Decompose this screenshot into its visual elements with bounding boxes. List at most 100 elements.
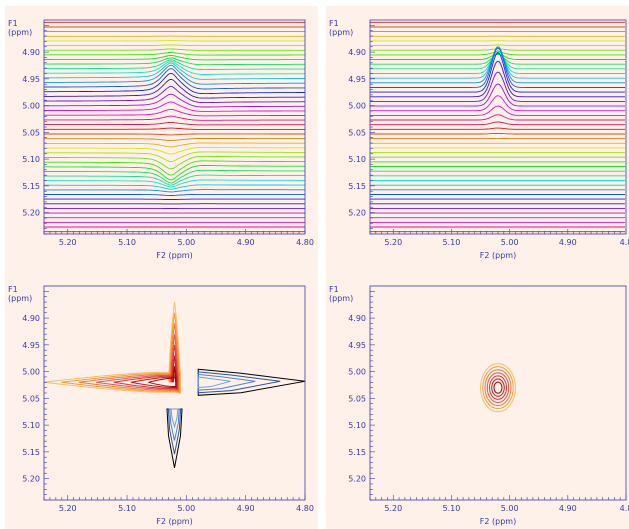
spectrum-trace: [370, 121, 625, 126]
y-axis-label: F1: [329, 19, 339, 28]
x-tick-label: 5.10: [443, 504, 461, 513]
spectrum-trace: [370, 95, 625, 112]
contour-level: [168, 301, 181, 383]
spectrum-trace: [44, 62, 305, 80]
spectrum-trace: [44, 146, 305, 155]
spectrum-trace: [44, 115, 305, 121]
y-tick-label: 5.20: [22, 209, 40, 218]
panel-contour-absorptive: 4.90 4.95 5.00 5.05 5.10 5.15 5.20 5.20 5.10 5.00…: [326, 272, 629, 529]
y-axis-label: (ppm): [329, 28, 353, 37]
spectrum-trace: [370, 51, 625, 56]
chart-stacked-dispersive: 4.90 4.95 5.00 5.05 5.10 5.15 5.20 5.20 5.10 5.00…: [8, 19, 314, 260]
spectrum-trace: [44, 165, 305, 181]
contour-level: [493, 381, 503, 394]
y-axis-label: (ppm): [8, 28, 32, 37]
spectrum-trace: [44, 151, 305, 163]
contour-level: [169, 323, 180, 383]
y-tick-label: 5.15: [348, 448, 366, 457]
spectrum-trace: [44, 121, 305, 126]
spectrum-trace: [44, 64, 305, 85]
spectrum-trace: [44, 86, 305, 104]
contour-level: [172, 355, 177, 383]
contour-level: [488, 375, 508, 400]
contour-level: [197, 376, 231, 389]
y-tick-label: 5.00: [348, 368, 366, 377]
y-axis-label: (ppm): [8, 294, 32, 303]
x-tick-label: 5.00: [501, 504, 519, 513]
y-axis-label: F1: [8, 19, 18, 28]
spectrum-trace: [44, 127, 305, 130]
spectrum-trace: [370, 105, 625, 116]
spectrum-trace: [44, 59, 305, 71]
spectrum-trace: [44, 138, 305, 142]
spectrum-trace: [370, 44, 625, 47]
x-tick-label: 5.20: [384, 238, 402, 247]
x-tick-label: 4.8: [620, 238, 629, 247]
spectrum-trace: [370, 48, 625, 51]
spectrum-trace: [44, 142, 305, 148]
x-tick-label: 5.10: [443, 238, 461, 247]
y-axis-label: F1: [8, 285, 18, 294]
y-tick-label: 4.95: [22, 75, 40, 84]
spectrum-trace: [44, 93, 305, 108]
spectrum-trace: [44, 44, 305, 47]
y-tick-label: 4.90: [22, 314, 40, 323]
contour-level: [168, 312, 181, 383]
y-tick-label: 5.10: [348, 421, 366, 430]
y-tick-label: 4.90: [22, 48, 40, 57]
y-tick-label: 4.95: [348, 75, 366, 84]
x-axis-label: F2 (ppm): [156, 251, 192, 260]
y-tick-label: 4.95: [22, 341, 40, 350]
spectrum-trace: [44, 55, 305, 61]
x-tick-label: 5.20: [384, 504, 402, 513]
spectrum-trace: [44, 68, 305, 90]
x-tick-label: 4.90: [237, 504, 255, 513]
spectrum-trace: [44, 48, 305, 51]
y-tick-label: 5.10: [22, 155, 40, 164]
spectrum-trace: [44, 72, 305, 95]
y-tick-label: 5.10: [348, 155, 366, 164]
spectrum-trace: [370, 71, 625, 102]
spectrum-trace: [44, 101, 305, 112]
spectrum-trace: [370, 127, 625, 130]
x-tick-label: 5.00: [177, 504, 195, 513]
x-tick-label: 4.90: [237, 238, 255, 247]
x-tick-label: 4.80: [296, 238, 314, 247]
y-tick-label: 5.20: [348, 209, 366, 218]
y-tick-label: 5.20: [22, 475, 40, 484]
x-tick-label: 4.90: [559, 504, 577, 513]
panel-contour-dispersive: 4.90 4.95 5.00 5.05 5.10 5.15 5.20 5.20 5.10 5.00…: [5, 272, 318, 529]
contour-level: [172, 366, 177, 383]
contour-level: [171, 344, 178, 383]
spectrum-trace: [44, 160, 305, 176]
spectrum-trace: [44, 174, 305, 186]
spectrum-trace: [370, 132, 625, 135]
y-tick-label: 4.90: [348, 314, 366, 323]
contour-level: [170, 334, 179, 383]
y-tick-label: 5.05: [348, 128, 366, 137]
x-tick-label: 4.80: [296, 504, 314, 513]
spectrum-trace: [44, 169, 305, 184]
x-tick-label: 5.10: [118, 504, 136, 513]
y-tick-label: 5.00: [22, 368, 40, 377]
y-tick-label: 5.00: [348, 102, 366, 111]
spectrum-trace: [370, 114, 625, 121]
x-axis-label: F2 (ppm): [480, 251, 516, 260]
x-tick-label: 5.00: [177, 238, 195, 247]
y-tick-label: 4.90: [348, 48, 366, 57]
spectrum-trace: [44, 133, 305, 136]
y-tick-label: 5.05: [22, 394, 40, 403]
spectrum-trace: [370, 46, 625, 84]
spectrum-trace: [370, 60, 625, 98]
spectrum-trace: [44, 57, 305, 66]
y-tick-label: 5.05: [22, 128, 40, 137]
plot-frame: [43, 19, 306, 235]
y-tick-label: 5.20: [348, 475, 366, 484]
chart-contour-dispersive: 4.90 4.95 5.00 5.05 5.10 5.15 5.20 5.20 5.10 5.00…: [8, 285, 314, 526]
y-tick-label: 5.15: [22, 448, 40, 457]
panel-stacked-dispersive: 4.90 4.95 5.00 5.05 5.10 5.15 5.20 5.20 5.10 5.00…: [5, 6, 318, 272]
spectrum-trace: [44, 78, 305, 99]
spectrum-trace: [44, 184, 305, 190]
x-tick-label: 4.8: [620, 504, 629, 513]
contour-level: [482, 366, 514, 410]
